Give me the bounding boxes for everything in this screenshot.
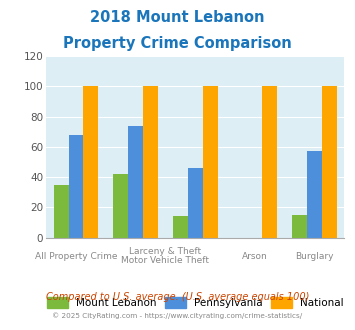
Bar [143, 86, 158, 238]
Bar [113, 174, 128, 238]
Text: Property Crime Comparison: Property Crime Comparison [63, 36, 292, 51]
Bar [173, 216, 188, 238]
Bar [54, 185, 69, 238]
Text: Arson: Arson [242, 252, 268, 261]
Legend: Mount Lebanon, Pennsylvania, National: Mount Lebanon, Pennsylvania, National [47, 297, 344, 308]
Bar [322, 86, 337, 238]
Text: Motor Vehicle Theft: Motor Vehicle Theft [121, 256, 209, 265]
Bar [203, 86, 218, 238]
Bar [83, 86, 98, 238]
Text: 2018 Mount Lebanon: 2018 Mount Lebanon [90, 10, 265, 25]
Bar [69, 135, 83, 238]
Bar [292, 215, 307, 238]
Bar [128, 126, 143, 238]
Bar [188, 168, 203, 238]
Text: All Property Crime: All Property Crime [35, 252, 117, 261]
Text: Burglary: Burglary [295, 252, 334, 261]
Text: Larceny & Theft: Larceny & Theft [129, 247, 202, 256]
Text: Compared to U.S. average. (U.S. average equals 100): Compared to U.S. average. (U.S. average … [46, 292, 309, 302]
Bar [262, 86, 277, 238]
Text: © 2025 CityRating.com - https://www.cityrating.com/crime-statistics/: © 2025 CityRating.com - https://www.city… [53, 312, 302, 318]
Bar [307, 151, 322, 238]
